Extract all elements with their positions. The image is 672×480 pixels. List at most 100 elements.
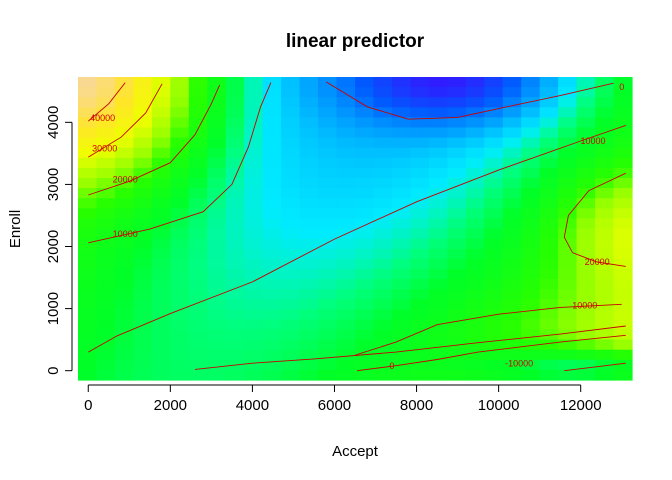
heatmap-cell bbox=[428, 157, 448, 169]
heatmap-cell bbox=[114, 238, 134, 250]
heatmap-cell bbox=[539, 218, 559, 230]
heatmap-cell bbox=[262, 228, 282, 240]
heatmap-cell bbox=[595, 299, 615, 310]
heatmap-cell bbox=[299, 208, 319, 219]
heatmap-cell bbox=[336, 268, 356, 280]
heatmap-cell bbox=[595, 248, 615, 260]
heatmap-cell bbox=[318, 369, 338, 381]
heatmap-cell bbox=[170, 299, 190, 310]
heatmap-cell bbox=[613, 339, 633, 351]
heatmap-cell bbox=[96, 127, 116, 139]
heatmap-cell bbox=[484, 238, 504, 250]
heatmap-cell bbox=[188, 369, 208, 381]
heatmap-cell bbox=[576, 299, 596, 310]
heatmap-cell bbox=[558, 258, 578, 270]
heatmap-cell bbox=[170, 248, 190, 260]
heatmap-cell bbox=[576, 157, 596, 169]
heatmap-cell bbox=[576, 218, 596, 230]
heatmap-cell bbox=[447, 289, 467, 300]
heatmap-cell bbox=[207, 238, 227, 250]
heatmap-cell bbox=[558, 349, 578, 361]
heatmap-cell bbox=[133, 248, 153, 260]
heatmap-cell bbox=[262, 279, 282, 290]
contour-line bbox=[326, 81, 614, 120]
heatmap-cell bbox=[502, 268, 522, 280]
heatmap-cell bbox=[281, 339, 301, 351]
y-tick-label: 2000 bbox=[45, 230, 62, 263]
contour-label: 10000 bbox=[113, 229, 138, 239]
heatmap-cell bbox=[318, 339, 338, 351]
heatmap-cell bbox=[539, 178, 559, 189]
heatmap-cell bbox=[373, 289, 393, 300]
heatmap-cell bbox=[78, 289, 98, 300]
heatmap-cell bbox=[410, 188, 430, 199]
heatmap-cell bbox=[576, 248, 596, 260]
heatmap-cell bbox=[281, 137, 301, 149]
heatmap-cell bbox=[558, 178, 578, 189]
contour-label: 10000 bbox=[572, 301, 597, 311]
heatmap-cell bbox=[262, 309, 282, 320]
heatmap-cell bbox=[355, 178, 375, 189]
heatmap-cell bbox=[188, 349, 208, 361]
heatmap-cell bbox=[262, 77, 282, 88]
heatmap-cell bbox=[96, 107, 116, 118]
heatmap-cell bbox=[373, 77, 393, 88]
heatmap-cell bbox=[133, 258, 153, 270]
heatmap-cell bbox=[613, 299, 633, 310]
heatmap-cell bbox=[355, 97, 375, 108]
heatmap-cell bbox=[262, 147, 282, 159]
heatmap-cell bbox=[299, 329, 319, 341]
heatmap-cell bbox=[225, 248, 245, 260]
heatmap-cell bbox=[78, 359, 98, 371]
heatmap-cell bbox=[539, 349, 559, 361]
heatmap-cell bbox=[391, 167, 411, 179]
heatmap-cell bbox=[465, 117, 485, 129]
heatmap-cell bbox=[613, 228, 633, 240]
contour-label: 10000 bbox=[580, 136, 605, 146]
x-tick-label: 0 bbox=[84, 397, 92, 414]
heatmap-cell bbox=[207, 107, 227, 118]
heatmap-cell bbox=[502, 218, 522, 230]
heatmap-cell bbox=[373, 329, 393, 341]
heatmap-cell bbox=[188, 188, 208, 199]
heatmap-cell bbox=[355, 167, 375, 179]
heatmap-cell bbox=[188, 117, 208, 129]
heatmap-cell bbox=[336, 117, 356, 129]
heatmap-cell bbox=[96, 248, 116, 260]
heatmap-cell bbox=[170, 369, 190, 381]
heatmap-cell bbox=[447, 188, 467, 199]
heatmap-cell bbox=[151, 167, 171, 179]
contour-label: 20000 bbox=[585, 257, 610, 267]
heatmap-cell bbox=[447, 279, 467, 290]
heatmap-cell bbox=[502, 97, 522, 108]
contour-line bbox=[563, 172, 626, 267]
heatmap-cell bbox=[355, 188, 375, 199]
heatmap-cell bbox=[595, 167, 615, 179]
heatmap-cell bbox=[133, 369, 153, 381]
heatmap-cell bbox=[373, 147, 393, 159]
heatmap-cell bbox=[262, 248, 282, 260]
heatmap-cell bbox=[558, 228, 578, 240]
heatmap-cell bbox=[207, 77, 227, 88]
heatmap-cell bbox=[447, 137, 467, 149]
heatmap-cell bbox=[299, 77, 319, 88]
heatmap-cell bbox=[613, 349, 633, 361]
heatmap-cell bbox=[484, 127, 504, 139]
heatmap-cell bbox=[595, 339, 615, 351]
contour-label: -10000 bbox=[505, 358, 533, 368]
heatmap-cell bbox=[410, 127, 430, 139]
heatmap-cell bbox=[465, 157, 485, 169]
heatmap-cell bbox=[428, 369, 448, 381]
heatmap-cell bbox=[484, 258, 504, 270]
heatmap-cell bbox=[484, 228, 504, 240]
heatmap-cell bbox=[225, 268, 245, 280]
heatmap-cell bbox=[613, 147, 633, 159]
heatmap-cell bbox=[355, 289, 375, 300]
heatmap-cell bbox=[170, 339, 190, 351]
heatmap-cell bbox=[151, 279, 171, 290]
heatmap-cell bbox=[170, 228, 190, 240]
heatmap-cell bbox=[114, 77, 134, 88]
heatmap-cell bbox=[391, 339, 411, 351]
heatmap-cell bbox=[447, 97, 467, 108]
